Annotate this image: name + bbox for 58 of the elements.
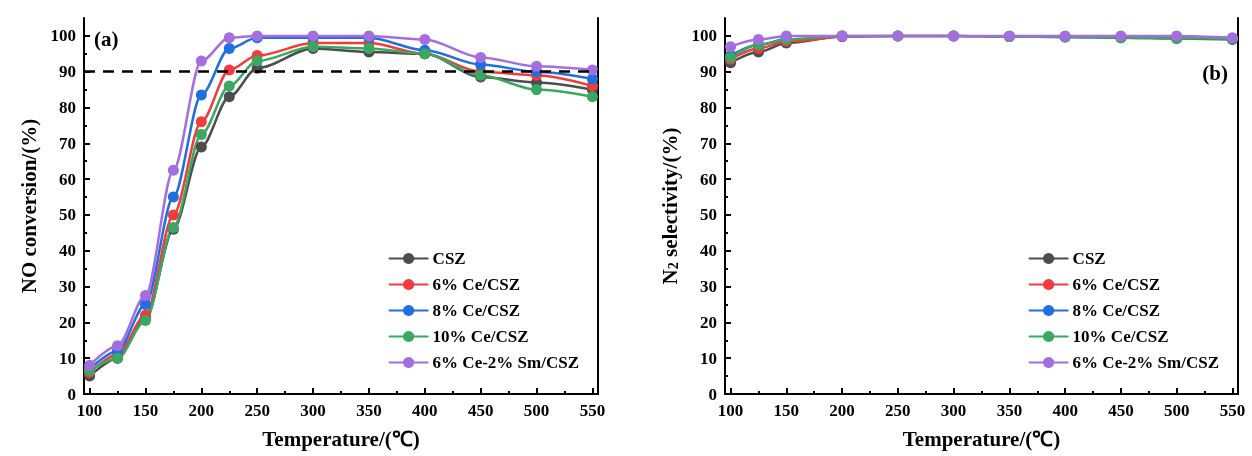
x-tick-label: 200 <box>829 401 855 420</box>
legend-label: CSZ <box>1072 249 1106 268</box>
legend-label: 6% Ce-2% Sm/CSZ <box>1072 353 1220 372</box>
x-tick-label: 550 <box>579 401 606 420</box>
y-tick-label: 40 <box>700 241 717 261</box>
x-tick-label: 450 <box>467 401 494 420</box>
annotation: (a) <box>94 26 119 51</box>
y-tick-label: 60 <box>700 169 717 189</box>
legend-label: 6% Ce/CSZ <box>432 275 520 294</box>
x-axis-title: Temperature/(℃) <box>262 426 420 451</box>
y-tick-label: 90 <box>59 62 76 82</box>
legend-label: 10% Ce/CSZ <box>432 327 529 346</box>
y-tick-label: 0 <box>67 384 76 404</box>
x-tick-label: 250 <box>244 401 270 420</box>
y-tick-label: 40 <box>59 241 76 261</box>
x-tick-label: 550 <box>1219 401 1246 420</box>
y-tick-label: 10 <box>59 348 76 368</box>
x-tick-label: 400 <box>412 401 438 420</box>
y-tick-label: 90 <box>700 62 717 82</box>
y-tick-label: 100 <box>691 26 717 46</box>
x-tick-label: 250 <box>885 401 911 420</box>
x-tick-label: 400 <box>1052 401 1078 420</box>
y-tick-label: 80 <box>59 98 76 118</box>
x-tick-label: 450 <box>1108 401 1134 420</box>
y-axis-title: NO conversion/(%) <box>17 118 42 294</box>
y-tick-label: 30 <box>700 277 717 297</box>
legend-label: 6% Ce/CSZ <box>1072 275 1160 294</box>
x-tick-label: 350 <box>356 401 382 420</box>
y-tick-label: 70 <box>700 133 717 153</box>
y-tick-label: 80 <box>700 98 717 118</box>
x-tick-label: 100 <box>717 401 744 420</box>
y-tick-label: 20 <box>700 312 717 332</box>
y-tick-label: 60 <box>59 169 76 189</box>
y-tick-label: 100 <box>50 26 76 46</box>
x-tick-label: 500 <box>523 401 550 420</box>
x-tick-label: 300 <box>940 401 967 420</box>
y-tick-label: 50 <box>59 205 76 225</box>
x-tick-label: 100 <box>76 401 103 420</box>
legend-label: 6% Ce-2% Sm/CSZ <box>432 353 580 372</box>
x-axis-title: Temperature/(℃) <box>902 426 1061 451</box>
y-axis-title: N2 selectivity/(%) <box>657 127 682 285</box>
legend-label: CSZ <box>432 249 466 268</box>
annotation: (b) <box>1202 60 1229 85</box>
y-tick-label: 0 <box>708 384 717 404</box>
x-tick-label: 150 <box>773 401 800 420</box>
x-tick-label: 150 <box>132 401 159 420</box>
legend-label: 8% Ce/CSZ <box>1072 301 1160 320</box>
y-tick-label: 50 <box>700 205 717 225</box>
x-tick-label: 300 <box>300 401 326 420</box>
y-tick-label: 20 <box>59 312 76 332</box>
x-tick-label: 200 <box>188 401 215 420</box>
y-tick-label: 70 <box>59 133 76 153</box>
x-tick-label: 500 <box>1163 401 1190 420</box>
x-tick-label: 350 <box>996 401 1023 420</box>
legend-label: 10% Ce/CSZ <box>1072 327 1169 346</box>
legend-label: 8% Ce/CSZ <box>432 301 520 320</box>
y-tick-label: 30 <box>59 277 76 297</box>
y-tick-label: 10 <box>700 348 717 368</box>
